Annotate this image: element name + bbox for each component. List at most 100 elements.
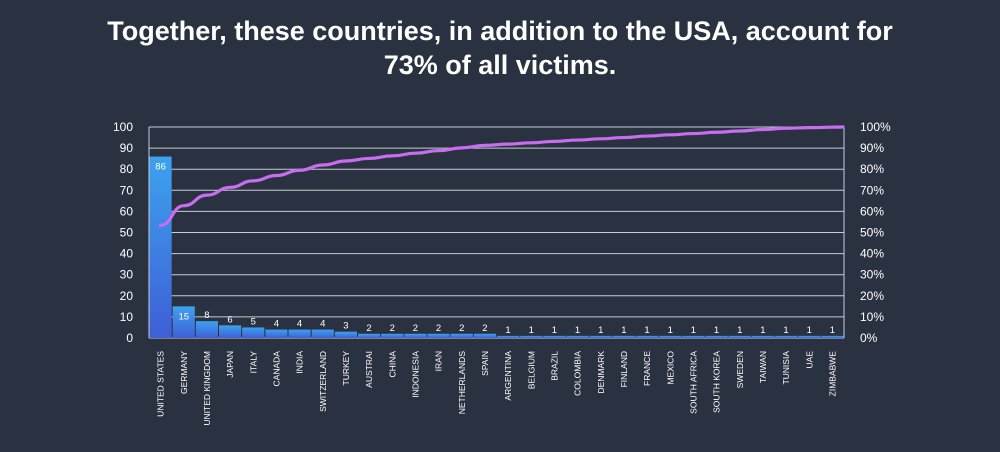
bar-value-label: 1	[552, 325, 557, 336]
bar	[543, 335, 566, 338]
bar-value-label: 1	[575, 325, 580, 336]
x-category-label: COLOMBIA	[573, 351, 583, 396]
bar-value-label: 4	[274, 319, 279, 330]
bar	[728, 335, 751, 338]
bar	[589, 335, 612, 338]
y-right-tick-label: 80%	[860, 162, 884, 176]
title-line-2: 73% of all victims.	[383, 50, 617, 80]
bar-value-label: 1	[621, 325, 626, 336]
bar	[497, 335, 520, 338]
x-category-label: TAIWAN	[758, 351, 768, 383]
bar-value-label: 2	[390, 323, 395, 334]
y-right-tick-label: 70%	[860, 183, 884, 197]
bar	[242, 327, 265, 338]
chart-title: Together, these countries, in addition t…	[0, 14, 1000, 82]
bar-value-label: 86	[155, 162, 166, 173]
y-right-tick-label: 0%	[860, 331, 878, 345]
bar	[751, 335, 774, 338]
x-category-label: SPAIN	[480, 351, 490, 376]
x-category-label: MEXICO	[665, 351, 675, 385]
x-category-label: GERMANY	[179, 351, 189, 394]
x-category-label: CANADA	[271, 351, 281, 387]
bar	[450, 333, 473, 338]
bar-value-label: 1	[737, 325, 742, 336]
bar-value-label: 2	[459, 323, 464, 334]
grid-lines	[148, 126, 845, 339]
x-category-label: JAPAN	[225, 351, 235, 378]
bar-value-label: 2	[366, 323, 371, 334]
y-left-tick-label: 20	[120, 289, 134, 303]
cumulative-line	[158, 125, 845, 227]
bar	[311, 329, 334, 338]
x-category-label: BRAZIL	[549, 351, 559, 381]
bar-value-label: 2	[413, 323, 418, 334]
x-category-label: FRANCE	[642, 351, 652, 386]
bar-value-label: 1	[598, 325, 603, 336]
y-right-tick-label: 100%	[860, 120, 891, 134]
x-category-label: SOUTH KOREA	[712, 351, 722, 413]
bar-value-label: 1	[783, 325, 788, 336]
bar	[149, 156, 172, 338]
bar	[195, 321, 218, 338]
x-category-label: AUSTRAI	[364, 351, 374, 388]
bar	[636, 335, 659, 338]
bar	[473, 333, 496, 338]
bar-value-label: 4	[320, 319, 325, 330]
bar	[172, 306, 195, 338]
y-right-tick-label: 40%	[860, 247, 884, 261]
bar-value-label: 6	[227, 314, 232, 325]
bar-value-label: 5	[251, 316, 256, 327]
y-right-tick-label: 10%	[860, 310, 884, 324]
bar-value-label: 4	[297, 319, 302, 330]
bar-value-label: 1	[505, 325, 510, 336]
y-right-tick-label: 60%	[860, 204, 884, 218]
x-category-label: UNITED STATES	[156, 351, 166, 417]
x-category-label: IRAN	[434, 351, 444, 371]
bar	[659, 335, 682, 338]
axis-labels: 0 10 20 30 40 50 60 70 80 90 100 0% 10% 20% 30% 40% 50% 6…	[113, 120, 891, 426]
bar	[358, 333, 381, 338]
x-category-label: ARGENTINA	[503, 351, 513, 401]
bar-value-label: 1	[644, 325, 649, 336]
bar	[427, 333, 450, 338]
y-right-tick-label: 50%	[860, 226, 884, 240]
y-right-tick-label: 90%	[860, 141, 884, 155]
bar	[682, 335, 705, 338]
bar-value-label: 1	[668, 325, 673, 336]
x-category-label: CHINA	[387, 351, 397, 378]
y-right-tick-label: 20%	[860, 289, 884, 303]
x-category-label: DENMARK	[596, 351, 606, 394]
y-left-tick-label: 90	[120, 141, 134, 155]
x-category-label: TURKEY	[341, 351, 351, 386]
bar	[265, 329, 288, 338]
x-category-label: SOUTH AFRICA	[688, 351, 698, 414]
x-category-label: INDONESIA	[410, 351, 420, 398]
x-category-label: BELGIUM	[526, 351, 536, 389]
x-category-label: UNITED KINGDOM	[202, 351, 212, 426]
bar	[821, 335, 844, 338]
cumulative-percent-line	[158, 125, 845, 227]
x-category-label: INDIA	[295, 351, 305, 374]
y-left-tick-label: 30	[120, 268, 134, 282]
bar-value-label: 15	[178, 311, 189, 322]
bar-value-label: 1	[691, 325, 696, 336]
x-category-label: SWEDEN	[735, 351, 745, 388]
y-left-tick-label: 40	[120, 247, 134, 261]
x-category-label: FINLAND	[619, 351, 629, 387]
x-category-label: NETHERLANDS	[457, 351, 467, 415]
y-left-tick-label: 70	[120, 183, 134, 197]
y-left-tick-label: 0	[126, 331, 133, 345]
x-category-label: TUNISIA	[781, 351, 791, 385]
bar	[520, 335, 543, 338]
bar	[705, 335, 728, 338]
x-category-label: SWITZERLAND	[318, 351, 328, 412]
bar	[381, 333, 404, 338]
bar-value-label: 2	[482, 323, 487, 334]
bar-value-label: 3	[343, 321, 348, 332]
bar	[288, 329, 311, 338]
bar	[404, 333, 427, 338]
bar	[798, 335, 821, 338]
bar	[775, 335, 798, 338]
